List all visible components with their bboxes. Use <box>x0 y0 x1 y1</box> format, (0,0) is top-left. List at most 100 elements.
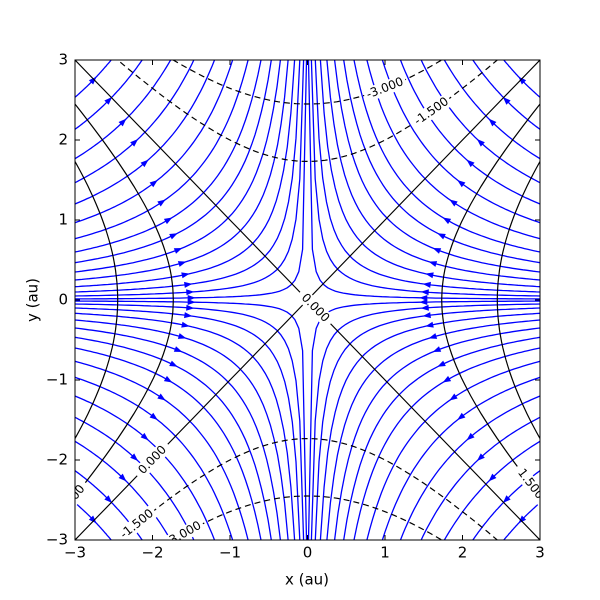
stream-arrow <box>149 412 158 421</box>
contour-label-bg <box>294 287 336 329</box>
contour-label-bg <box>361 73 409 103</box>
contour-label-bg <box>115 504 159 540</box>
contour-line <box>496 160 540 440</box>
stream-arrow <box>163 375 173 383</box>
stream-arrow <box>488 473 497 482</box>
stream-arrow <box>181 272 190 279</box>
stream-arrow <box>187 294 196 301</box>
stream-arrow <box>437 233 446 240</box>
y-tick-label: −1 <box>46 371 68 389</box>
stream-arrow <box>157 393 166 401</box>
stream-arrow <box>177 333 187 339</box>
contour-label-bg <box>75 478 91 522</box>
stream-arrow <box>466 432 475 441</box>
contour-line <box>116 60 499 163</box>
stream-arrow <box>442 217 452 225</box>
y-axis-label: y (au) <box>24 278 42 322</box>
stream-arrow <box>449 199 458 207</box>
stream-arrow <box>432 248 442 254</box>
stream-arrow <box>420 304 429 311</box>
stream-arrow <box>163 217 173 225</box>
stream-arrow <box>140 432 149 441</box>
x-tick-label: 3 <box>535 544 545 562</box>
stream-arrow <box>466 159 475 168</box>
stream-arrow <box>502 495 511 504</box>
stream-arrow <box>187 299 196 306</box>
stream-arrow <box>428 261 438 267</box>
stream-arrow <box>157 199 166 207</box>
stream-arrow <box>88 515 97 524</box>
contour-line <box>172 495 443 540</box>
y-tick-label: 2 <box>58 131 68 149</box>
contour-label-group: 0.000 <box>132 439 173 481</box>
contour-line <box>441 103 540 497</box>
x-tick-label: 1 <box>380 544 390 562</box>
stream-arrow <box>140 159 149 168</box>
stream-arrow <box>422 281 431 288</box>
contour-label-group: 0.000 <box>294 287 336 329</box>
contour-label: 1.500 <box>55 482 87 518</box>
stream-arrow <box>186 304 195 311</box>
contour-label-group: -3.000 <box>160 517 207 549</box>
contour-line <box>172 60 443 105</box>
stream-arrow <box>149 179 158 188</box>
stream-arrow <box>181 321 190 328</box>
y-tick-label: 3 <box>58 51 68 69</box>
stream-arrow <box>428 333 438 339</box>
stream-arrow <box>130 453 139 461</box>
contour-label: -3.000 <box>163 518 204 549</box>
x-axis-label: x (au) <box>285 571 329 589</box>
stream-arrow <box>173 346 183 352</box>
stream-arrow <box>476 453 485 461</box>
contour-line <box>75 160 119 440</box>
contour-label-group: 1.500 <box>55 478 91 522</box>
stream-arrow <box>118 473 127 482</box>
x-tick-label: −3 <box>64 544 86 562</box>
stream-arrow <box>118 118 127 127</box>
y-tick-label: 0 <box>58 291 68 309</box>
stream-arrow <box>437 360 446 367</box>
stream-arrow <box>419 294 428 301</box>
plot-area: -3.000-3.000-1.500-1.5000.0000.0001.5001… <box>7 60 595 549</box>
stream-arrow <box>419 299 428 306</box>
contour-label-bg <box>160 517 207 540</box>
stream-arrow <box>442 375 452 383</box>
contour-label-bg <box>132 439 173 481</box>
contour-label-bg <box>8 492 45 536</box>
stream-arrow <box>130 139 139 147</box>
x-tick-label: 2 <box>458 544 468 562</box>
contour-label: 3.000 <box>10 496 41 532</box>
contour-label: -1.500 <box>411 94 451 128</box>
contour-label: 0.000 <box>135 442 169 476</box>
contour-label-bg <box>511 462 540 506</box>
stream-arrow <box>184 312 193 319</box>
contour-label-group: 1.500 <box>511 462 540 506</box>
contour-label-bg <box>409 93 454 130</box>
contour-label: 3.000 <box>563 480 594 516</box>
stream-arrow <box>104 96 113 105</box>
y-tick-label: −3 <box>46 531 68 549</box>
stream-arrow <box>169 360 178 367</box>
x-tick-label: −2 <box>141 544 163 562</box>
contour-label: -3.000 <box>364 74 405 101</box>
stream-arrow <box>422 312 431 319</box>
stream-arrow <box>518 515 527 524</box>
stream-arrow <box>502 96 511 105</box>
contour-label-bg <box>559 476 595 520</box>
stream-arrow <box>173 248 183 254</box>
stream-arrow <box>184 281 193 288</box>
stream-arrow <box>104 495 113 504</box>
contour-label-group: 3.000 <box>7 492 44 536</box>
y-tick-label: 1 <box>58 211 68 229</box>
stream-arrow <box>476 139 485 147</box>
stream-arrow <box>457 412 466 421</box>
contour-label-group: -3.000 <box>361 73 409 103</box>
x-tick-label: −1 <box>219 544 241 562</box>
x-tick-label: 0 <box>303 544 313 562</box>
stream-arrow <box>432 346 442 352</box>
contour-label-group: -1.500 <box>409 93 454 130</box>
y-tick-label: −2 <box>46 451 68 469</box>
contour-line <box>75 103 174 497</box>
stream-arrow <box>457 179 466 188</box>
